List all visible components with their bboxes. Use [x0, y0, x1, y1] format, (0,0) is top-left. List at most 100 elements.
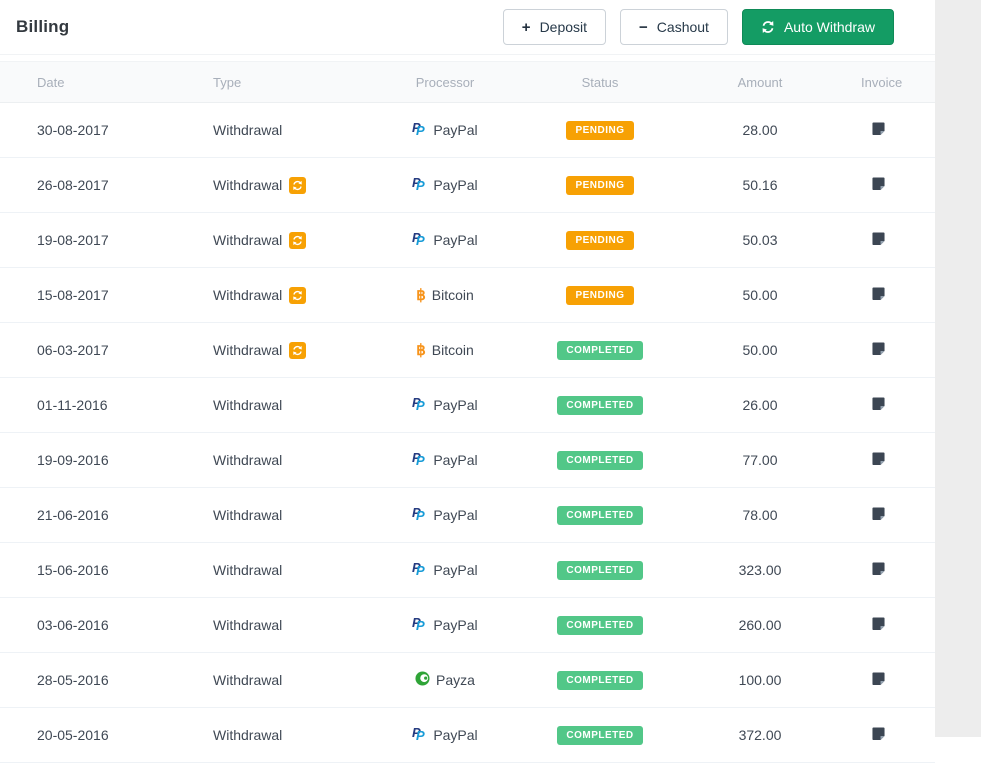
refresh-badge-icon [289, 341, 307, 359]
type-label: Withdrawal [213, 397, 283, 413]
minus-icon: − [639, 18, 648, 36]
date-cell: 21-06-2016 [0, 487, 176, 543]
status-cell: PENDING [540, 267, 660, 323]
invoice-note-icon[interactable] [871, 507, 885, 521]
amount-cell: 28.00 [660, 102, 860, 158]
svg-text:P: P [412, 120, 421, 135]
invoice-cell [860, 652, 935, 708]
type-label: Withdrawal [213, 177, 283, 193]
right-gutter [935, 0, 981, 737]
svg-text:P: P [412, 450, 421, 465]
invoice-note-icon[interactable] [871, 727, 885, 741]
column-header-type: Type [176, 61, 350, 103]
type-label: Withdrawal [213, 727, 283, 743]
status-cell: PENDING [540, 212, 660, 268]
type-cell: Withdrawal [176, 102, 350, 158]
processor-label: Payza [436, 672, 475, 688]
status-cell: COMPLETED [540, 322, 660, 378]
status-cell: COMPLETED [540, 487, 660, 543]
type-cell: Withdrawal [176, 652, 350, 708]
refresh-badge-icon [289, 286, 307, 304]
invoice-note-icon[interactable] [871, 452, 885, 466]
invoice-note-icon[interactable] [871, 232, 885, 246]
cashout-button-label: Cashout [656, 19, 709, 35]
processor-label: PayPal [433, 397, 478, 413]
bitcoin-icon: ฿ [416, 287, 426, 304]
invoice-cell [860, 377, 935, 433]
date-cell: 19-08-2017 [0, 212, 176, 268]
invoice-note-icon[interactable] [871, 672, 885, 686]
type-cell: Withdrawal [176, 322, 350, 378]
svg-text:P: P [416, 398, 425, 412]
svg-text:P: P [416, 178, 425, 192]
status-cell: PENDING [540, 102, 660, 158]
processor-label: PayPal [433, 727, 478, 743]
refresh-icon [761, 20, 775, 34]
column-header-date: Date [0, 61, 176, 103]
invoice-cell [860, 597, 935, 653]
type-label: Withdrawal [213, 232, 283, 248]
invoice-note-icon[interactable] [871, 342, 885, 356]
invoice-note-icon[interactable] [871, 397, 885, 411]
processor-label: Bitcoin [431, 287, 474, 303]
invoice-note-icon[interactable] [871, 617, 885, 631]
type-cell: Withdrawal [176, 487, 350, 543]
status-badge: PENDING [566, 121, 634, 140]
status-badge: PENDING [566, 231, 634, 250]
processor-label: PayPal [433, 122, 478, 138]
invoice-cell [860, 707, 935, 763]
status-badge: PENDING [566, 286, 634, 305]
svg-text:P: P [416, 123, 425, 137]
auto-withdraw-button[interactable]: Auto Withdraw [741, 9, 894, 45]
amount-cell: 372.00 [660, 707, 860, 763]
invoice-note-icon[interactable] [871, 287, 885, 301]
date-cell: 20-05-2016 [0, 707, 176, 763]
svg-text:P: P [412, 395, 421, 410]
type-label: Withdrawal [213, 562, 283, 578]
svg-text:P: P [416, 508, 425, 522]
invoice-cell [860, 432, 935, 488]
date-cell: 28-05-2016 [0, 652, 176, 708]
cashout-button[interactable]: − Cashout [620, 9, 728, 45]
column-header-processor: Processor [350, 61, 540, 103]
invoice-cell [860, 322, 935, 378]
invoice-cell [860, 267, 935, 323]
status-badge: PENDING [566, 176, 634, 195]
date-cell: 19-09-2016 [0, 432, 176, 488]
status-badge: COMPLETED [557, 726, 643, 745]
amount-cell: 50.00 [660, 267, 860, 323]
date-cell: 15-08-2017 [0, 267, 176, 323]
status-badge: COMPLETED [557, 396, 643, 415]
invoice-note-icon[interactable] [871, 177, 885, 191]
amount-cell: 50.03 [660, 212, 860, 268]
invoice-note-icon[interactable] [871, 562, 885, 576]
svg-text:P: P [416, 453, 425, 467]
invoice-cell [860, 542, 935, 598]
toolbar: + Deposit − Cashout Auto Withdraw [502, 9, 894, 45]
status-cell: COMPLETED [540, 432, 660, 488]
status-badge: COMPLETED [557, 451, 643, 470]
page-title: Billing [16, 17, 70, 36]
table-row: 15-08-2017 Withdrawal ฿ Bitcoin PENDING … [0, 267, 935, 323]
deposit-button[interactable]: + Deposit [502, 9, 607, 45]
invoice-note-icon[interactable] [871, 122, 885, 136]
type-label: Withdrawal [213, 122, 283, 138]
status-cell: COMPLETED [540, 707, 660, 763]
type-cell: Withdrawal [176, 157, 350, 213]
svg-text:P: P [416, 563, 425, 577]
amount-cell: 50.16 [660, 157, 860, 213]
type-cell: Withdrawal [176, 597, 350, 653]
